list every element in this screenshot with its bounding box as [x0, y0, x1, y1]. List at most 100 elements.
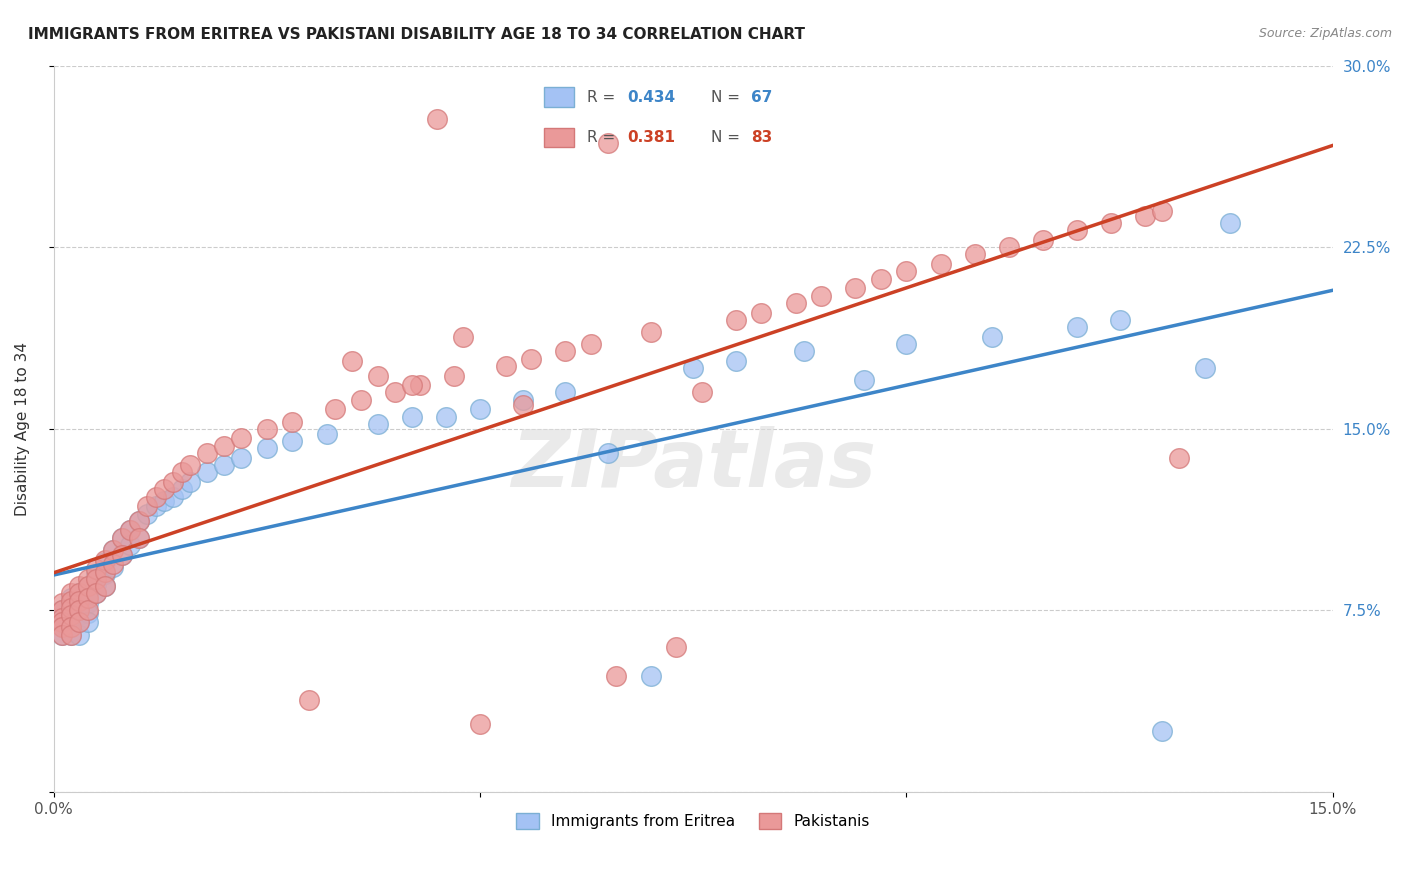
- Point: [76, 596, 98, 610]
- Point: [94, 567, 117, 582]
- Text: Source: ZipAtlas.com: Source: ZipAtlas.com: [1258, 27, 1392, 40]
- FancyBboxPatch shape: [544, 87, 575, 107]
- Point: [128, 514, 150, 528]
- Point: [256, 422, 278, 436]
- Point: [51, 620, 73, 634]
- Point: [810, 288, 832, 302]
- Point: [51, 596, 73, 610]
- Point: [59, 613, 82, 627]
- Point: [212, 439, 235, 453]
- Point: [1066, 223, 1088, 237]
- Point: [162, 475, 184, 489]
- Point: [512, 392, 534, 407]
- Point: [136, 500, 159, 514]
- Point: [67, 586, 90, 600]
- Point: [512, 398, 534, 412]
- Point: [84, 576, 107, 591]
- Point: [596, 136, 619, 150]
- Point: [59, 586, 82, 600]
- Text: N =: N =: [710, 90, 744, 104]
- Point: [103, 558, 125, 572]
- Point: [682, 361, 704, 376]
- Point: [605, 669, 627, 683]
- Point: [67, 601, 90, 615]
- Point: [84, 562, 107, 576]
- Point: [179, 475, 201, 489]
- Point: [67, 593, 90, 607]
- Point: [76, 586, 98, 600]
- Text: 0.434: 0.434: [627, 90, 675, 104]
- Point: [434, 409, 457, 424]
- Point: [145, 490, 167, 504]
- Point: [231, 432, 253, 446]
- Point: [94, 579, 117, 593]
- Point: [367, 368, 389, 383]
- Point: [554, 385, 576, 400]
- Point: [724, 354, 747, 368]
- Point: [111, 531, 134, 545]
- Point: [94, 565, 117, 579]
- Point: [212, 458, 235, 472]
- Point: [76, 579, 98, 593]
- Point: [145, 500, 167, 514]
- Point: [120, 524, 142, 538]
- Point: [929, 257, 952, 271]
- Point: [495, 359, 517, 373]
- Point: [1194, 361, 1216, 376]
- Point: [298, 693, 321, 707]
- Point: [401, 409, 423, 424]
- Point: [103, 542, 125, 557]
- Point: [67, 608, 90, 623]
- Point: [451, 330, 474, 344]
- Point: [94, 555, 117, 569]
- Point: [59, 596, 82, 610]
- Point: [76, 572, 98, 586]
- Point: [111, 531, 134, 545]
- Point: [59, 601, 82, 615]
- Point: [384, 385, 406, 400]
- Point: [84, 586, 107, 600]
- Point: [67, 593, 90, 607]
- Legend: Immigrants from Eritrea, Pakistanis: Immigrants from Eritrea, Pakistanis: [510, 807, 876, 835]
- Point: [1099, 216, 1122, 230]
- Point: [596, 446, 619, 460]
- Point: [195, 466, 218, 480]
- Point: [170, 466, 193, 480]
- Point: [51, 615, 73, 630]
- Point: [349, 392, 371, 407]
- Point: [51, 603, 73, 617]
- Point: [409, 378, 432, 392]
- Point: [468, 402, 491, 417]
- Point: [1219, 216, 1241, 230]
- Point: [67, 627, 90, 641]
- Point: [59, 627, 82, 641]
- Point: [281, 434, 304, 448]
- Point: [724, 313, 747, 327]
- Point: [103, 559, 125, 574]
- Point: [51, 610, 73, 624]
- Point: [59, 627, 82, 641]
- Point: [59, 620, 82, 634]
- Text: R =: R =: [586, 130, 620, 145]
- Point: [751, 305, 773, 319]
- Point: [76, 606, 98, 620]
- Point: [128, 531, 150, 545]
- Point: [468, 717, 491, 731]
- Text: ZIPatlas: ZIPatlas: [510, 426, 876, 504]
- Point: [120, 524, 142, 538]
- Point: [1152, 203, 1174, 218]
- Point: [111, 548, 134, 562]
- Point: [844, 281, 866, 295]
- Point: [51, 615, 73, 630]
- Point: [67, 586, 90, 600]
- Point: [170, 483, 193, 497]
- Text: IMMIGRANTS FROM ERITREA VS PAKISTANI DISABILITY AGE 18 TO 34 CORRELATION CHART: IMMIGRANTS FROM ERITREA VS PAKISTANI DIS…: [28, 27, 806, 42]
- Point: [153, 483, 176, 497]
- Point: [128, 514, 150, 528]
- Point: [1032, 233, 1054, 247]
- Point: [1168, 450, 1191, 465]
- Point: [51, 603, 73, 617]
- Text: 83: 83: [751, 130, 772, 145]
- Point: [67, 615, 90, 630]
- Point: [367, 417, 389, 431]
